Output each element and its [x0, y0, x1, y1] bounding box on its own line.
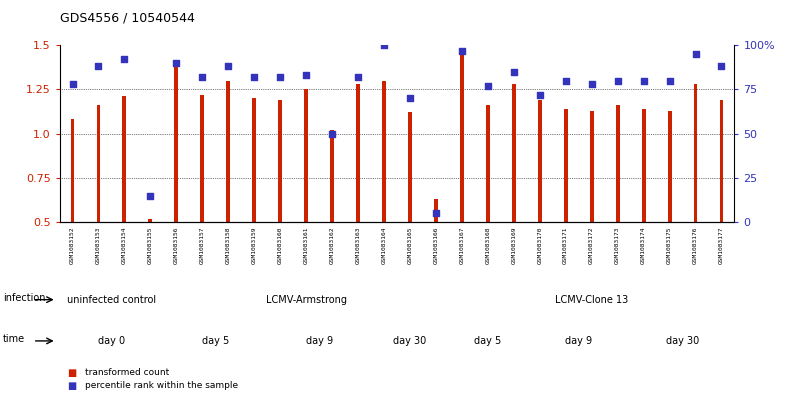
Text: GSM1083177: GSM1083177: [719, 227, 724, 264]
Text: GDS4556 / 10540544: GDS4556 / 10540544: [60, 12, 195, 25]
Text: LCMV-Clone 13: LCMV-Clone 13: [555, 295, 628, 305]
Text: GSM1083162: GSM1083162: [330, 227, 334, 264]
Point: [92, 63, 105, 70]
Text: GSM1083166: GSM1083166: [434, 227, 438, 264]
Point: [118, 56, 131, 62]
Bar: [226, 81, 230, 222]
Bar: [460, 54, 464, 222]
Point: [352, 74, 364, 80]
Point: [274, 74, 287, 80]
Bar: [615, 105, 619, 222]
Point: [66, 81, 79, 87]
Bar: [486, 105, 490, 222]
Bar: [408, 112, 412, 222]
Point: [507, 68, 520, 75]
Text: uninfected control: uninfected control: [67, 295, 156, 305]
Point: [403, 95, 416, 101]
Text: ■: ■: [67, 381, 77, 391]
Text: day 9: day 9: [565, 336, 592, 346]
Point: [534, 92, 546, 98]
Point: [560, 77, 572, 84]
Point: [715, 63, 728, 70]
Text: day 30: day 30: [393, 336, 426, 346]
Bar: [434, 199, 437, 222]
Text: GSM1083170: GSM1083170: [538, 227, 542, 264]
Bar: [564, 109, 568, 222]
Text: GSM1083161: GSM1083161: [303, 227, 309, 264]
Point: [378, 42, 391, 48]
Point: [326, 130, 338, 137]
Text: GSM1083176: GSM1083176: [693, 227, 698, 264]
Text: GSM1083173: GSM1083173: [615, 227, 620, 264]
Text: day 30: day 30: [666, 336, 700, 346]
Text: day 9: day 9: [306, 336, 333, 346]
Bar: [512, 84, 516, 222]
Bar: [97, 105, 100, 222]
Text: GSM1083160: GSM1083160: [278, 227, 283, 264]
Text: GSM1083171: GSM1083171: [563, 227, 569, 264]
Text: GSM1083167: GSM1083167: [460, 227, 464, 264]
Bar: [668, 111, 672, 222]
Text: GSM1083174: GSM1083174: [641, 227, 646, 264]
Text: day 0: day 0: [98, 336, 125, 346]
Bar: [357, 84, 360, 222]
Text: day 5: day 5: [474, 336, 502, 346]
Text: GSM1083168: GSM1083168: [485, 227, 491, 264]
Bar: [148, 219, 152, 222]
Point: [456, 47, 468, 53]
Bar: [175, 63, 179, 222]
Bar: [200, 95, 204, 222]
Bar: [590, 111, 594, 222]
Bar: [252, 98, 256, 222]
Text: GSM1083153: GSM1083153: [96, 227, 101, 264]
Text: transformed count: transformed count: [85, 368, 169, 377]
Text: GSM1083156: GSM1083156: [174, 227, 179, 264]
Text: GSM1083157: GSM1083157: [200, 227, 205, 264]
Text: GSM1083169: GSM1083169: [511, 227, 516, 264]
Bar: [642, 109, 646, 222]
Point: [638, 77, 650, 84]
Bar: [71, 119, 75, 222]
Text: GSM1083152: GSM1083152: [70, 227, 75, 264]
Text: GSM1083154: GSM1083154: [122, 227, 127, 264]
Bar: [330, 130, 334, 222]
Text: time: time: [3, 334, 25, 344]
Text: ■: ■: [67, 367, 77, 378]
Text: GSM1083172: GSM1083172: [589, 227, 594, 264]
Point: [689, 51, 702, 57]
Bar: [538, 100, 542, 222]
Point: [144, 192, 156, 198]
Text: GSM1083164: GSM1083164: [382, 227, 387, 264]
Text: GSM1083175: GSM1083175: [667, 227, 672, 264]
Point: [663, 77, 676, 84]
Text: percentile rank within the sample: percentile rank within the sample: [85, 382, 238, 390]
Bar: [719, 100, 723, 222]
Text: GSM1083163: GSM1083163: [356, 227, 360, 264]
Text: GSM1083155: GSM1083155: [148, 227, 153, 264]
Bar: [382, 81, 386, 222]
Point: [430, 210, 442, 216]
Text: day 5: day 5: [202, 336, 229, 346]
Point: [170, 60, 183, 66]
Bar: [694, 84, 697, 222]
Bar: [122, 96, 126, 222]
Text: GSM1083159: GSM1083159: [252, 227, 256, 264]
Point: [222, 63, 235, 70]
Point: [611, 77, 624, 84]
Point: [481, 83, 494, 89]
Bar: [304, 90, 308, 222]
Text: infection: infection: [3, 293, 45, 303]
Point: [248, 74, 260, 80]
Text: GSM1083165: GSM1083165: [407, 227, 412, 264]
Point: [196, 74, 209, 80]
Text: GSM1083158: GSM1083158: [225, 227, 231, 264]
Point: [585, 81, 598, 87]
Bar: [278, 100, 282, 222]
Point: [300, 72, 313, 78]
Text: LCMV-Armstrong: LCMV-Armstrong: [266, 295, 347, 305]
